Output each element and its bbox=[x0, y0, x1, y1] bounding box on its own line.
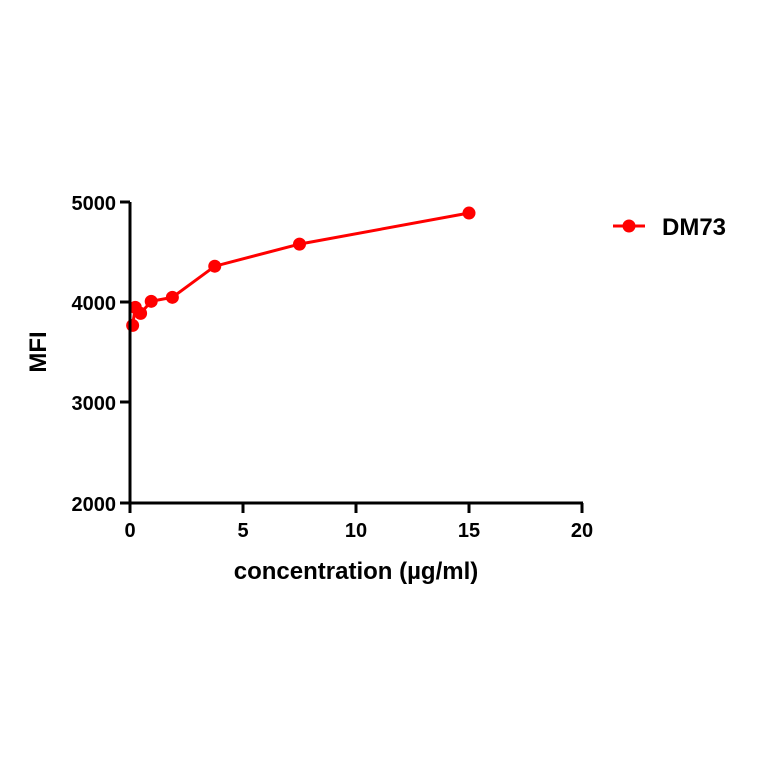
data-point bbox=[144, 294, 158, 308]
x-tick-label: 0 bbox=[124, 520, 135, 542]
y-tick-label: 5000 bbox=[72, 193, 117, 215]
legend: DM73 bbox=[613, 214, 726, 241]
y-tick-label: 3000 bbox=[72, 393, 117, 415]
x-axis-title: concentration (µg/ml) bbox=[234, 558, 479, 585]
x-tick-label: 5 bbox=[237, 520, 248, 542]
y-ticks: 5000 4000 3000 2000 bbox=[72, 193, 130, 516]
y-tick-label: 2000 bbox=[72, 494, 117, 516]
legend-label: DM73 bbox=[662, 214, 726, 241]
y-tick-label: 4000 bbox=[72, 293, 117, 315]
series-line bbox=[131, 211, 470, 326]
data-point bbox=[126, 318, 140, 332]
y-axis-title: MFI bbox=[25, 331, 52, 372]
data-point bbox=[462, 206, 476, 220]
legend-marker-icon bbox=[622, 219, 636, 233]
data-point bbox=[208, 259, 222, 273]
data-point bbox=[165, 290, 179, 304]
data-point bbox=[293, 237, 306, 251]
plot-area bbox=[126, 206, 476, 332]
x-tick-label: 15 bbox=[458, 520, 480, 542]
x-tick-label: 10 bbox=[345, 520, 367, 542]
x-ticks: 0 5 10 15 20 bbox=[124, 503, 593, 542]
x-tick-label: 20 bbox=[571, 520, 593, 542]
data-point bbox=[134, 306, 148, 320]
